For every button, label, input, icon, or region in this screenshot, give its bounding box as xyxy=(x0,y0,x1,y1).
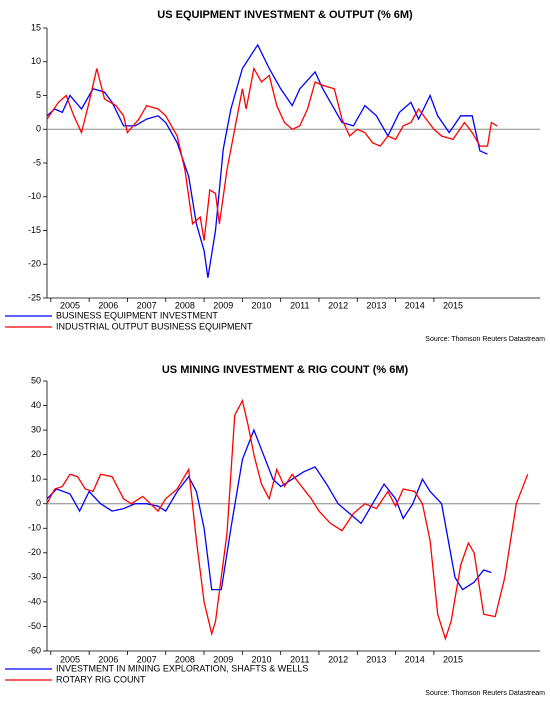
y-tick-label: 50 xyxy=(31,375,41,385)
y-tick-label: -15 xyxy=(28,225,41,235)
y-tick-label: -40 xyxy=(28,596,41,606)
x-tick-label: 2007 xyxy=(137,300,157,310)
y-tick-label: -10 xyxy=(28,191,41,201)
legend-label: INVESTMENT IN MINING EXPLORATION, SHAFTS… xyxy=(56,663,308,673)
series-line xyxy=(46,43,488,278)
x-tick-label: 2006 xyxy=(98,300,118,310)
x-tick-label: 2007 xyxy=(137,654,157,664)
y-tick-label: -25 xyxy=(28,292,41,302)
legend-label: ROTARY RIG COUNT xyxy=(56,674,146,684)
x-tick-label: 2012 xyxy=(328,654,348,664)
x-tick-label: 2010 xyxy=(251,300,271,310)
chart-title: US MINING INVESTMENT & RIG COUNT (% 6M) xyxy=(162,364,409,376)
x-tick-label: 2013 xyxy=(366,654,386,664)
series-line xyxy=(46,428,492,591)
x-tick-label: 2006 xyxy=(98,654,118,664)
y-tick-label: 5 xyxy=(36,90,41,100)
x-tick-label: 2005 xyxy=(60,654,80,664)
y-tick-label: -10 xyxy=(28,523,41,533)
y-tick-label: -20 xyxy=(28,547,41,557)
x-tick-label: 2012 xyxy=(328,300,348,310)
x-tick-label: 2011 xyxy=(290,300,309,310)
y-tick-label: -5 xyxy=(33,157,41,167)
legend-label: BUSINESS EQUIPMENT INVESTMENT xyxy=(56,310,218,320)
x-tick-label: 2015 xyxy=(443,654,463,664)
x-tick-label: 2013 xyxy=(366,300,386,310)
x-tick-label: 2005 xyxy=(60,300,80,310)
series-line xyxy=(46,66,498,241)
source-note: Source: Thomson Reuters Datastream xyxy=(425,690,545,697)
x-tick-label: 2008 xyxy=(175,300,195,310)
y-tick-label: -30 xyxy=(28,572,41,582)
x-tick-label: 2008 xyxy=(175,654,195,664)
y-tick-label: 15 xyxy=(31,22,41,32)
legend-label: INDUSTRIAL OUTPUT BUSINESS EQUIPMENT xyxy=(56,321,253,331)
x-tick-label: 2011 xyxy=(290,654,309,664)
x-tick-label: 2014 xyxy=(405,300,425,310)
y-tick-label: 0 xyxy=(36,498,41,508)
y-tick-label: 20 xyxy=(31,449,41,459)
x-tick-label: 2015 xyxy=(443,300,463,310)
x-tick-label: 2009 xyxy=(213,300,233,310)
y-tick-label: -60 xyxy=(28,645,41,655)
y-tick-label: 0 xyxy=(36,124,41,134)
x-tick-label: 2014 xyxy=(405,654,425,664)
x-tick-label: 2009 xyxy=(213,654,233,664)
y-tick-label: 40 xyxy=(31,400,41,410)
chart-title: US EQUIPMENT INVESTMENT & OUTPUT (% 6M) xyxy=(157,9,413,21)
y-tick-label: 30 xyxy=(31,424,41,434)
x-tick-label: 2010 xyxy=(251,654,271,664)
y-tick-label: -50 xyxy=(28,621,41,631)
y-tick-label: 10 xyxy=(31,474,41,484)
y-tick-label: 10 xyxy=(31,56,41,66)
series-line xyxy=(46,398,529,641)
source-note: Source: Thomson Reuters Datastream xyxy=(425,336,545,343)
y-tick-label: -20 xyxy=(28,259,41,269)
